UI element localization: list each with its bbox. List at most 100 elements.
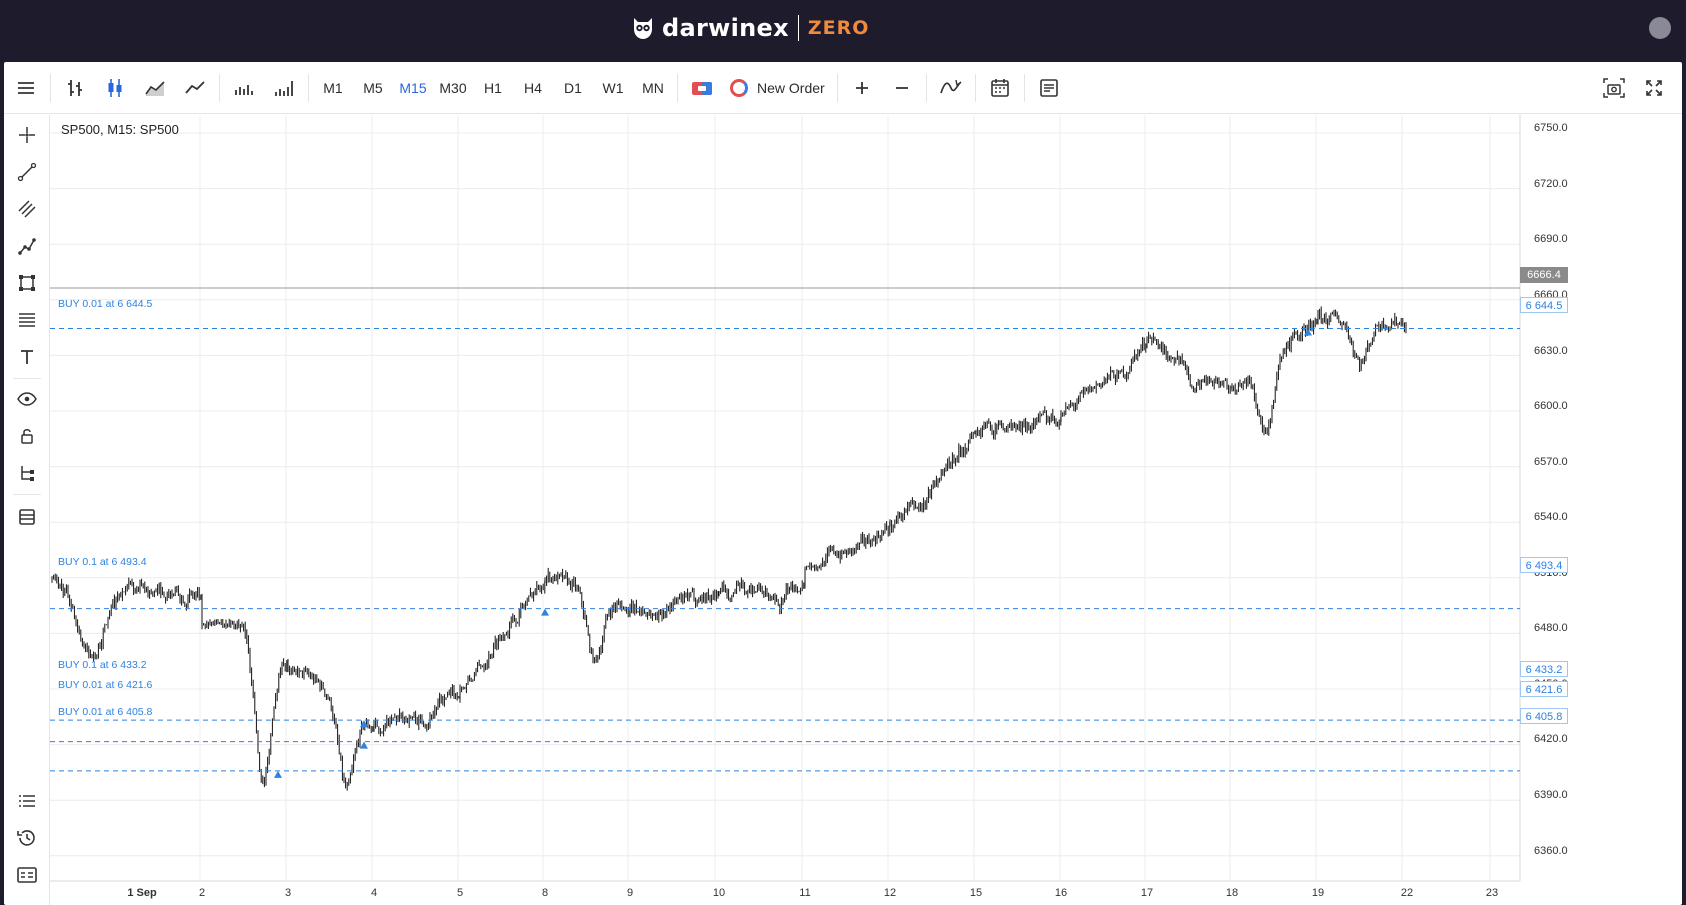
date-tick: 11 xyxy=(799,887,811,899)
history-icon[interactable] xyxy=(13,824,41,852)
menu-icon[interactable] xyxy=(6,70,46,106)
price-tick: 6720.0 xyxy=(1534,178,1568,190)
lock-icon[interactable] xyxy=(13,422,41,450)
toolbar-divider xyxy=(1023,73,1025,102)
date-tick: 17 xyxy=(1140,887,1154,899)
order-label-2[interactable]: BUY 0.1 at 6 493.4 xyxy=(58,556,147,568)
positions-list-icon[interactable] xyxy=(13,787,41,815)
date-tick: 2 xyxy=(198,887,206,899)
toolbar-divider xyxy=(925,73,927,102)
date-tick: 5 xyxy=(456,887,464,899)
date-tick: 12 xyxy=(883,887,897,899)
symbol-label: SP500, M15: SP500 xyxy=(61,122,179,137)
line-chart-type-icon[interactable] xyxy=(175,70,215,106)
toolbar-divider xyxy=(836,73,838,102)
new-order-label: New Order xyxy=(757,79,825,96)
object-tree-icon[interactable] xyxy=(13,459,41,487)
price-tick: 6570.0 xyxy=(1534,456,1568,468)
toolbar-divider xyxy=(677,73,678,102)
order-label-1[interactable]: BUY 0.01 at 6 644.5 xyxy=(58,298,153,310)
screenshot-icon[interactable] xyxy=(1594,70,1634,106)
buy-marker-icon xyxy=(541,608,549,616)
price-tick: 6480.0 xyxy=(1534,622,1568,634)
sidebar-divider xyxy=(13,494,41,495)
user-avatar[interactable] xyxy=(1649,17,1671,39)
date-tick: 22 xyxy=(1400,887,1414,899)
account-summary-icon[interactable] xyxy=(13,861,41,889)
brand-separator xyxy=(797,15,799,41)
channel-tool-icon[interactable] xyxy=(13,195,41,223)
timeframe-d1[interactable]: D1 xyxy=(564,79,582,96)
order-label-5[interactable]: BUY 0.01 at 6 405.8 xyxy=(58,706,153,718)
data-window-icon[interactable] xyxy=(13,503,41,531)
eye-icon[interactable] xyxy=(13,385,41,413)
fibonacci-tool-icon[interactable] xyxy=(13,306,41,334)
drawing-tools-sidebar xyxy=(4,115,50,905)
timeframe-h4[interactable]: H4 xyxy=(524,79,542,96)
zoom-in-icon[interactable] xyxy=(842,70,882,106)
date-tick: 23 xyxy=(1485,887,1499,899)
date-tick: 16 xyxy=(1054,887,1068,899)
order-label-4[interactable]: BUY 0.01 at 6 421.6 xyxy=(58,679,153,691)
timeframe-m15[interactable]: M15 xyxy=(399,79,427,96)
tick-volume-icon[interactable] xyxy=(264,70,304,106)
price-tick: 6420.0 xyxy=(1534,733,1568,745)
timeframe-mn[interactable]: MN xyxy=(642,79,664,96)
brand-name: darwinex xyxy=(662,14,789,42)
fullscreen-icon[interactable] xyxy=(1634,70,1674,106)
price-tick: 6600.0 xyxy=(1534,400,1568,412)
buy-marker-icon xyxy=(360,741,368,749)
brand-logo[interactable]: darwinex ZERO xyxy=(630,10,869,46)
owl-icon xyxy=(634,18,652,39)
order-price-tag-4: 6 421.6 xyxy=(1520,681,1568,697)
buy-marker-icon xyxy=(360,720,368,728)
buy-marker-icon xyxy=(1304,328,1312,336)
economic-calendar-icon[interactable] xyxy=(980,70,1020,106)
date-tick: 1 Sep xyxy=(127,887,157,899)
date-tick: 19 xyxy=(1311,887,1325,899)
shape-tool-icon[interactable] xyxy=(13,269,41,297)
price-tick: 6690.0 xyxy=(1534,233,1568,245)
candlestick-chart-type-icon[interactable] xyxy=(95,70,135,106)
timeframe-h1[interactable]: H1 xyxy=(484,79,502,96)
order-price-tag-1: 6 644.5 xyxy=(1520,297,1568,313)
order-price-tag-3: 6 433.2 xyxy=(1520,661,1568,677)
trend-line-icon[interactable] xyxy=(13,158,41,186)
price-tick: 6630.0 xyxy=(1534,345,1568,357)
templates-icon[interactable] xyxy=(1029,70,1069,106)
timeframe-m5[interactable]: M5 xyxy=(363,79,383,96)
area-chart-type-icon[interactable] xyxy=(135,70,175,106)
sidebar-divider xyxy=(13,378,41,379)
one-click-trading-icon[interactable] xyxy=(682,70,722,106)
timeframe-m30[interactable]: M30 xyxy=(439,79,467,96)
toolbar-divider xyxy=(974,73,976,102)
price-chart[interactable]: SP500, M15: SP500 BUY 0.01 at 6 644.5 BU… xyxy=(50,115,1682,905)
date-tick: 18 xyxy=(1225,887,1239,899)
toolbar-divider xyxy=(308,73,309,102)
crosshair-icon[interactable] xyxy=(13,121,41,149)
timeframe-w1[interactable]: W1 xyxy=(602,79,624,96)
price-tick: 6390.0 xyxy=(1534,789,1568,801)
top-bar: darwinex ZERO xyxy=(0,0,1686,56)
order-price-tag-5: 6 405.8 xyxy=(1520,708,1568,724)
date-tick: 8 xyxy=(541,887,549,899)
bar-chart-type-icon[interactable] xyxy=(55,70,95,106)
chart-toolbar: M1 M5 M15 M30 H1 H4 D1 W1 MN New Order xyxy=(4,62,1682,114)
order-label-3[interactable]: BUY 0.1 at 6 433.2 xyxy=(58,659,147,671)
brand-suffix: ZERO xyxy=(807,17,870,39)
zoom-out-icon[interactable] xyxy=(882,70,922,106)
volume-icon[interactable] xyxy=(224,70,264,106)
text-tool-icon[interactable] xyxy=(13,343,41,371)
new-order-button[interactable]: New Order xyxy=(722,70,833,106)
date-tick: 3 xyxy=(284,887,292,899)
chart-canvas[interactable] xyxy=(50,115,1682,905)
date-tick: 10 xyxy=(712,887,726,899)
polyline-tool-icon[interactable] xyxy=(13,232,41,260)
price-tick: 6360.0 xyxy=(1534,845,1568,857)
toolbar-divider xyxy=(50,73,51,102)
timeframe-m1[interactable]: M1 xyxy=(323,79,343,96)
date-tick: 9 xyxy=(626,887,634,899)
date-tick: 4 xyxy=(370,887,378,899)
order-price-tag-2: 6 493.4 xyxy=(1520,557,1568,573)
indicators-icon[interactable] xyxy=(931,70,971,106)
